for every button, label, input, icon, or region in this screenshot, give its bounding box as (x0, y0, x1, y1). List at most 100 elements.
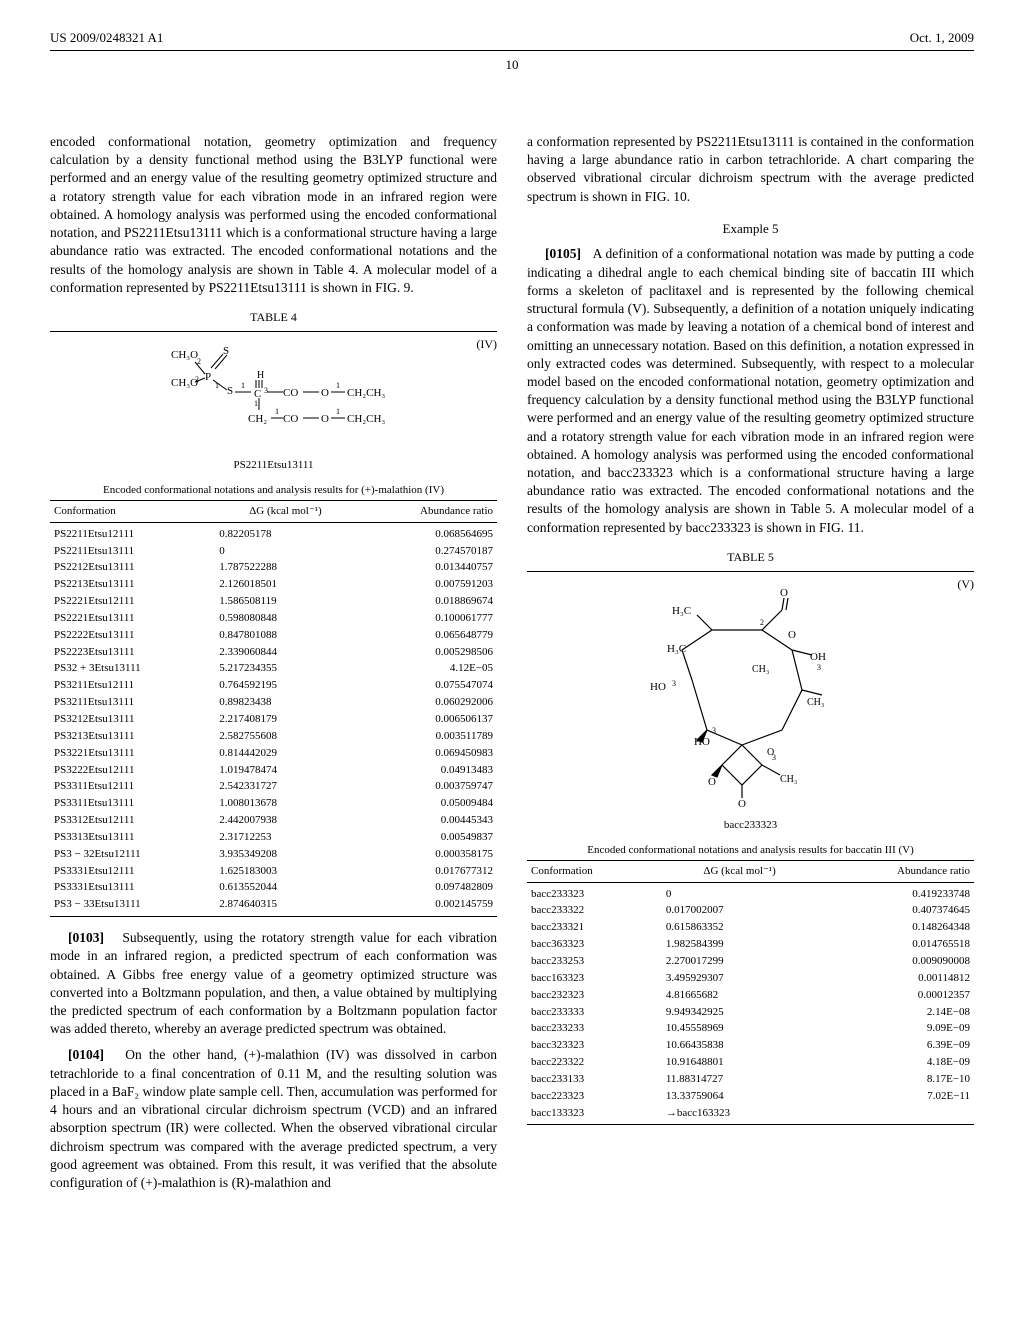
para-0104-num: [0104] (68, 1047, 104, 1062)
header-left: US 2009/0248321 A1 (50, 30, 163, 46)
table-row: PS2211Etsu1311100.274570187 (50, 543, 497, 560)
svg-text:CH₂: CH₂ (248, 413, 267, 425)
table4-col2: Abundance ratio (356, 500, 497, 522)
table-row: bacc23323310.455589699.09E−09 (527, 1020, 974, 1037)
table-row: PS2223Etsu131112.3390608440.005298506 (50, 644, 497, 661)
table-row: PS3212Etsu131112.2174081790.006506137 (50, 711, 497, 728)
table-row: PS2221Etsu131110.5980808480.100061777 (50, 610, 497, 627)
table-row: bacc3633231.9825843990.014765518 (527, 936, 974, 953)
table-row: bacc22332210.916488014.18E−09 (527, 1054, 974, 1071)
svg-text:3: 3 (772, 753, 776, 762)
svg-text:S: S (227, 385, 233, 397)
para-top-right: a conformation represented by PS2211Etsu… (527, 133, 974, 206)
svg-text:1: 1 (254, 399, 258, 408)
table-row: bacc2332532.2700172990.009090008 (527, 953, 974, 970)
svg-text:3: 3 (712, 726, 716, 735)
svg-text:3: 3 (672, 679, 676, 688)
table-row: PS3313Etsu131112.317122530.00549837 (50, 829, 497, 846)
svg-text:O: O (780, 587, 788, 599)
table-row: PS3 − 32Etsu121113.9353492080.000358175 (50, 846, 497, 863)
svg-text:CH₃: CH₃ (780, 774, 797, 785)
svg-text:O: O (321, 387, 329, 399)
table-row: PS2211Etsu121110.822051780.068564695 (50, 522, 497, 542)
svg-text:O: O (788, 629, 796, 641)
left-column: encoded conformational notation, geometr… (50, 133, 497, 1200)
table-row: bacc22332313.337590647.02E−11 (527, 1088, 974, 1105)
table-row: bacc133323→bacc163323 (527, 1105, 974, 1125)
table-row: PS3331Etsu131110.6135520440.097482809 (50, 879, 497, 896)
table-row: PS3 − 33Etsu131112.8746403150.002145759 (50, 896, 497, 916)
example5-heading: Example 5 (527, 220, 974, 238)
svg-text:OH: OH (810, 651, 826, 663)
table-row: PS3211Etsu121110.7645921950.075547074 (50, 677, 497, 694)
table-row: bacc2333210.6158633520.148264348 (527, 919, 974, 936)
table-row: PS2213Etsu131112.1260185010.007591203 (50, 576, 497, 593)
table4-caption: Encoded conformational notations and ana… (50, 483, 497, 498)
svg-text:O: O (708, 776, 716, 788)
svg-text:2: 2 (760, 618, 764, 627)
svg-text:CH₃: CH₃ (807, 697, 824, 708)
svg-text:O: O (321, 413, 329, 425)
table-row: bacc1633233.4959293070.00114812 (527, 970, 974, 987)
structure-iv: CH₃O S 2 P CH₃O 2 1 S 1 H (50, 340, 497, 450)
svg-text:2: 2 (195, 375, 199, 384)
svg-text:P: P (205, 371, 211, 383)
page-number: 10 (50, 57, 974, 73)
svg-text:1: 1 (336, 381, 340, 390)
table5-col2: Abundance ratio (817, 860, 974, 882)
intro-paragraph: encoded conformational notation, geometr… (50, 133, 497, 297)
svg-text:CO: CO (283, 387, 298, 399)
table5-col0: Conformation (527, 860, 662, 882)
table5-caption: Encoded conformational notations and ana… (527, 843, 974, 858)
table4-col1: ΔG (kcal mol⁻¹) (215, 500, 355, 522)
table4-col0: Conformation (50, 500, 215, 522)
structure-v-caption: bacc233323 (527, 818, 974, 833)
header-right: Oct. 1, 2009 (910, 30, 974, 46)
table-row: PS2222Etsu131110.8478010880.065648779 (50, 627, 497, 644)
svg-text:CH₂CH₃: CH₂CH₃ (347, 413, 385, 425)
table-row: PS2221Etsu121111.5865081190.018869674 (50, 593, 497, 610)
para-0105: [0105] A definition of a conformational … (527, 245, 974, 537)
table-row: PS3312Etsu121112.4420079380.00445343 (50, 812, 497, 829)
table-row: PS3211Etsu131110.898234380.060292006 (50, 694, 497, 711)
table-row: PS3213Etsu131112.5827556080.003511789 (50, 728, 497, 745)
svg-text:3: 3 (817, 663, 821, 672)
svg-text:CO: CO (283, 413, 298, 425)
table-row: PS3311Etsu131111.0080136780.05009484 (50, 795, 497, 812)
svg-text:H₃C: H₃C (672, 605, 691, 617)
table4: Conformation ΔG (kcal mol⁻¹) Abundance r… (50, 500, 497, 917)
table-row: PS2212Etsu131111.7875222880.013440757 (50, 559, 497, 576)
table-row: bacc32332310.664358386.39E−09 (527, 1037, 974, 1054)
table-row: bacc23313311.883147278.17E−10 (527, 1071, 974, 1088)
para-0105-num: [0105] (545, 246, 581, 261)
para-0104: [0104] On the other hand, (+)-malathion … (50, 1046, 497, 1192)
svg-text:3: 3 (264, 386, 268, 395)
table-row: PS32 + 3Etsu131115.2172343554.12E−05 (50, 660, 497, 677)
svg-text:1: 1 (336, 407, 340, 416)
page-header: US 2009/0248321 A1 Oct. 1, 2009 (50, 30, 974, 51)
svg-text:HO: HO (650, 681, 666, 693)
table-row: PS3222Etsu121111.0194784740.04913483 (50, 762, 497, 779)
svg-text:CH₃O: CH₃O (171, 349, 198, 361)
table4-label: TABLE 4 (50, 309, 497, 325)
table-row: bacc2333339.9493429252.14E−08 (527, 1004, 974, 1021)
table5-label: TABLE 5 (527, 549, 974, 565)
table-row: bacc23332300.419233748 (527, 882, 974, 902)
table-row: PS3331Etsu121111.6251830030.017677312 (50, 863, 497, 880)
svg-text:S: S (223, 345, 229, 357)
svg-text:CH₃: CH₃ (752, 664, 769, 675)
svg-text:H₃C: H₃C (667, 643, 686, 655)
svg-text:CH₂CH₃: CH₂CH₃ (347, 387, 385, 399)
structure-iv-caption: PS2211Etsu13111 (50, 458, 497, 473)
table-row: bacc2333220.0170020070.407374645 (527, 902, 974, 919)
table5: Conformation ΔG (kcal mol⁻¹) Abundance r… (527, 860, 974, 1126)
para-0103: [0103] Subsequently, using the rotatory … (50, 929, 497, 1038)
table-row: PS3221Etsu131110.8144420290.069450983 (50, 745, 497, 762)
table-row: bacc2323234.816656820.00012357 (527, 987, 974, 1004)
svg-text:H: H (257, 370, 264, 381)
svg-text:HO: HO (694, 736, 710, 748)
svg-text:O: O (738, 798, 746, 810)
formula-v-number: (V) (957, 576, 974, 592)
table-row: PS3311Etsu121112.5423317270.003759747 (50, 778, 497, 795)
right-column: a conformation represented by PS2211Etsu… (527, 133, 974, 1200)
